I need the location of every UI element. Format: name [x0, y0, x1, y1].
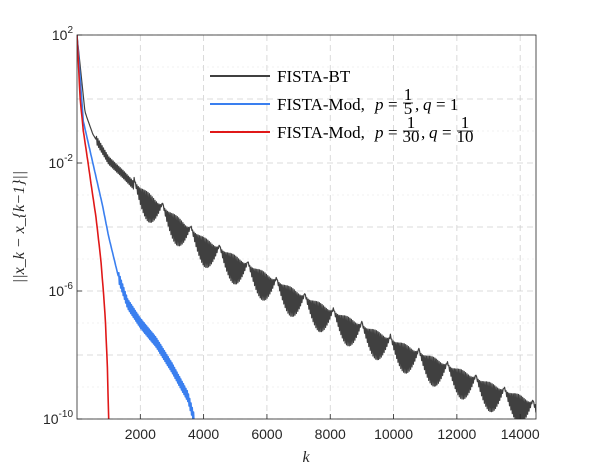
legend-p-var-2: p: [374, 123, 384, 142]
legend-comma-2: ,: [421, 123, 425, 142]
legend-p-eq-1: =: [388, 95, 398, 114]
series-group: [77, 35, 536, 419]
y-ticks: 102 10-2 10-6 10-10: [43, 25, 82, 427]
x-tick-label: 12000: [437, 426, 476, 442]
legend-item-fista-mod-1: FISTA-Mod, p = 1 5 , q = 1: [210, 85, 458, 118]
legend-label-fista-bt: FISTA-BT: [277, 67, 351, 86]
y-tick-label: 10-10: [43, 409, 73, 427]
legend-q-num-2: 1: [461, 113, 470, 132]
legend-label-fista-mod-1: FISTA-Mod,: [277, 95, 365, 114]
legend-q-var-1: q: [423, 95, 432, 114]
series-line-fista-bt-0: [77, 35, 536, 419]
y-tick-label: 10-2: [49, 153, 74, 171]
legend-item-fista-mod-2: FISTA-Mod, p = 1 30 , q = 1 10: [210, 113, 474, 146]
y-tick-label: 102: [52, 25, 74, 43]
legend-q-val-1: = 1: [436, 95, 458, 114]
y-tick-label: 10-6: [49, 281, 74, 299]
legend-comma-1: ,: [415, 95, 419, 114]
x-tick-label: 6000: [251, 426, 282, 442]
x-tick-label: 14000: [501, 426, 540, 442]
y-axis-label: ||x_k − x_{k−1}||: [11, 171, 28, 283]
legend-label-fista-mod-2: FISTA-Mod,: [277, 123, 365, 142]
legend-q-eq-2: =: [442, 123, 452, 142]
axes-box: [76, 34, 537, 420]
legend-item-fista-bt: FISTA-BT: [210, 67, 351, 86]
legend-p-den-2: 30: [403, 127, 420, 146]
x-tick-label: 8000: [315, 426, 346, 442]
x-ticks: 2000 4000 6000 8000 10000 12000 14000: [125, 414, 540, 442]
legend-p-eq-2: =: [388, 123, 398, 142]
legend-p-den-1: 5: [404, 99, 413, 118]
series-line-fista-mod-2: [77, 35, 110, 419]
x-tick-label: 10000: [374, 426, 413, 442]
legend: FISTA-BT FISTA-Mod, p = 1 5 , q = 1 FIST…: [210, 67, 474, 146]
series-line-fista-mod-1: [77, 35, 195, 419]
legend-p-num-1: 1: [404, 85, 413, 104]
legend-q-den-2: 10: [457, 127, 474, 146]
legend-p-num-2: 1: [407, 113, 416, 132]
legend-p-var-1: p: [374, 95, 384, 114]
legend-q-var-2: q: [429, 123, 438, 142]
x-tick-label: 2000: [125, 426, 156, 442]
x-tick-label: 4000: [188, 426, 219, 442]
x-axis-label: k: [302, 449, 310, 466]
